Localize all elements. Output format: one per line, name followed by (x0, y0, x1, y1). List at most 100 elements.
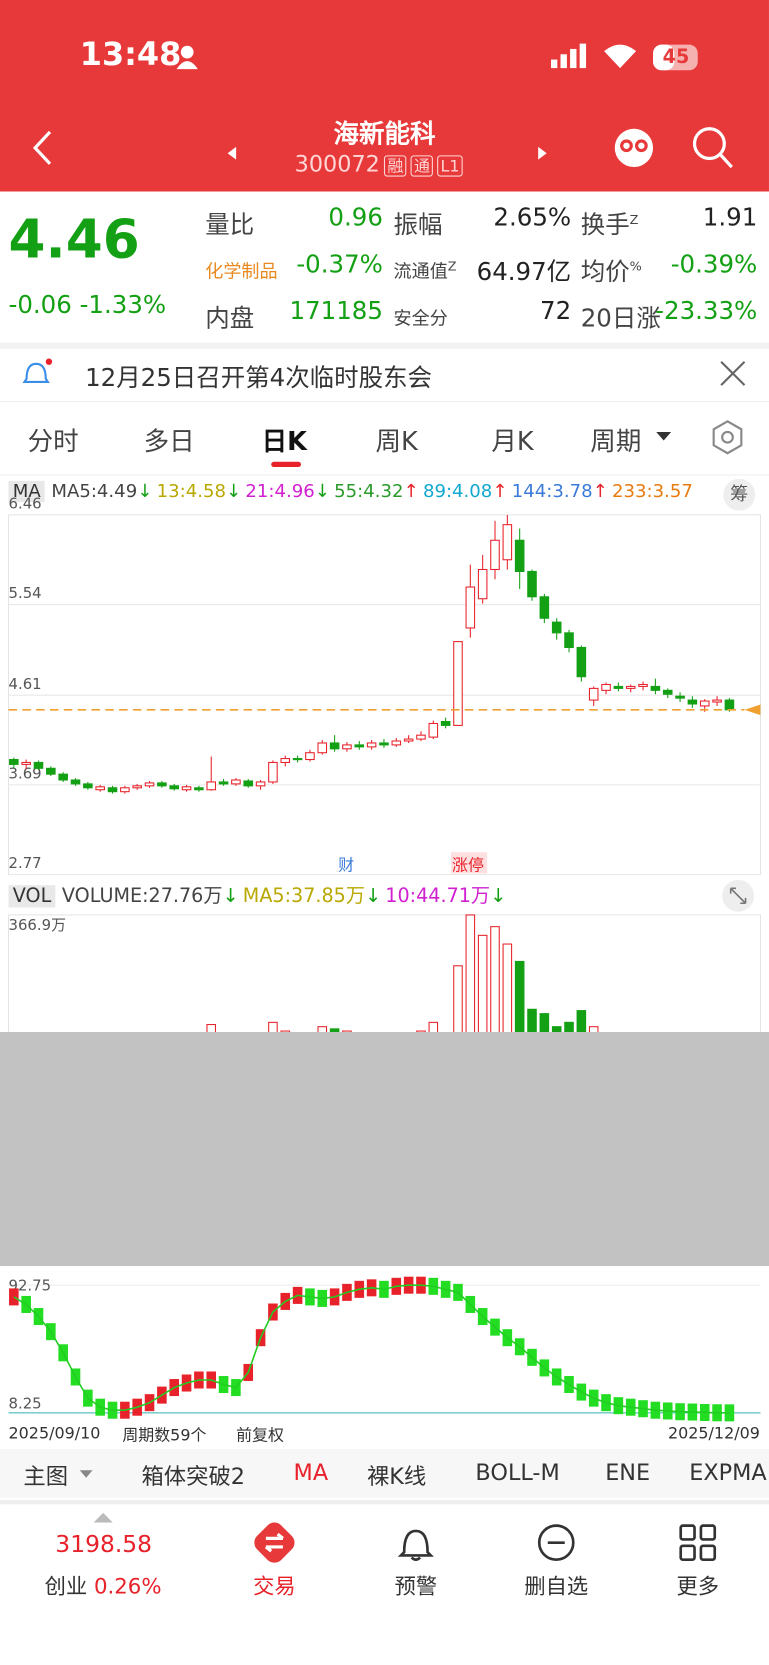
indicator-tab[interactable]: 裸K线 (366, 1463, 427, 1490)
nav-icon[interactable] (536, 1522, 576, 1562)
candle-body (601, 683, 611, 691)
vol-button[interactable]: VOL (8, 885, 56, 908)
candle-body (46, 767, 56, 775)
chip-button[interactable]: 筹 (723, 478, 756, 511)
indicator-tab[interactable]: BOLL-M (475, 1459, 560, 1486)
search-icon[interactable] (691, 126, 734, 171)
candle-body (564, 632, 574, 648)
stat-value: 0.96 (328, 204, 383, 232)
candle-body (132, 785, 142, 789)
nav-label[interactable]: 删自选 (524, 1573, 589, 1600)
stat-label-text: 流通值 (393, 261, 448, 283)
period-tab[interactable]: 周K (375, 426, 418, 457)
legend-value: 233:3.57 (612, 480, 693, 503)
notice[interactable]: 12月25日召开第4次临时股东会 (85, 364, 433, 393)
y-tick-label: 366.9万 (9, 916, 66, 934)
candle-body (292, 758, 303, 761)
candle-body (675, 695, 685, 699)
indicator-line (13, 1284, 730, 1414)
close-button[interactable] (719, 360, 747, 388)
legend-value: 10:44.71万 (385, 885, 491, 908)
stat-label: 量比 (205, 204, 254, 240)
y-tick-label: 2.77 (9, 854, 42, 872)
legend-arrow: ↑ (403, 480, 419, 503)
candle-body (354, 744, 365, 748)
candle-body (120, 787, 130, 793)
candle-body (477, 568, 488, 600)
index-value[interactable]: 3198.58 (55, 1532, 153, 1559)
candle-body (539, 596, 550, 619)
stat-sup: % (629, 258, 642, 274)
candle-body (342, 744, 352, 750)
stat-sup: Z (629, 212, 639, 227)
stat-value: -0.37% (296, 251, 383, 279)
divider (0, 1500, 769, 1505)
period-tab[interactable]: 日K (261, 426, 307, 457)
stat-label-text: 内盘 (205, 305, 255, 334)
change: -0.06 -1.33% (9, 292, 167, 320)
stat-label-text: 振幅 (393, 211, 443, 240)
time: 13:48 (79, 36, 182, 74)
assistant-icon[interactable] (613, 122, 656, 173)
indicator-tab[interactable]: 箱体突破2 (141, 1463, 246, 1490)
candle-body (70, 779, 81, 785)
candle-body (527, 570, 537, 598)
candle-body (712, 699, 722, 703)
end-date: 2025/12/09 (667, 1423, 760, 1443)
legend-arrow: ↓ (364, 885, 382, 908)
stat-value: -23.33% (655, 297, 758, 326)
tab-underline (271, 461, 301, 468)
stock-code-row: 300072 融通 L1 (295, 151, 463, 177)
candle-body (218, 781, 229, 785)
candle-body (243, 780, 254, 787)
divider (0, 342, 769, 349)
period-tab[interactable]: 分时 (27, 426, 79, 457)
legend-value: VOLUME:27.76万 (61, 885, 223, 908)
nav-icon[interactable] (678, 1522, 718, 1562)
legend-arrow: ↓ (490, 885, 507, 908)
adjust-mode: 前复权 (236, 1425, 284, 1445)
ma-button[interactable]: MA (8, 480, 45, 503)
divider (0, 401, 769, 403)
legend-arrow: ↓ (137, 480, 153, 503)
legend-value: 55:4.32 (334, 480, 404, 503)
indicator-tab[interactable]: MA (293, 1459, 329, 1486)
y-tick-label: 8.25 (9, 1395, 42, 1413)
period-tab[interactable]: 多日 (143, 426, 195, 457)
change-value: -0.06 (8, 291, 72, 320)
candle-body (650, 685, 661, 691)
candle-body (403, 738, 414, 742)
stat-label: 内盘 (205, 298, 254, 334)
candle-body (157, 782, 167, 787)
index-name[interactable]: 创业 0.26% (45, 1569, 162, 1600)
nav-label[interactable]: 预警 (394, 1573, 438, 1600)
settings-icon[interactable] (708, 418, 746, 456)
start-date: 2025/09/10 (8, 1423, 101, 1443)
price: 4.46 (8, 208, 140, 271)
candle-body (576, 646, 587, 678)
candle-body (21, 761, 31, 765)
period-tab[interactable]: 周期 (590, 426, 642, 457)
candle-body (33, 761, 44, 769)
nav-label[interactable]: 更多 (676, 1573, 719, 1600)
legend-arrow: ↑ (592, 480, 608, 503)
divider (0, 474, 769, 476)
user-icon (176, 45, 198, 70)
indicator-tab[interactable]: 主图 (23, 1463, 69, 1490)
indicator-tab[interactable]: EXPMA (689, 1459, 767, 1486)
nav-icon[interactable] (254, 1522, 295, 1563)
status-icons (550, 43, 698, 71)
badge: 融 (384, 155, 407, 177)
nav-label[interactable]: 交易 (253, 1573, 296, 1600)
indicator-tab[interactable]: ENE (605, 1459, 651, 1486)
candle-body (58, 773, 68, 781)
back-button[interactable] (32, 130, 53, 166)
stat-label-text: 20日涨 (580, 305, 661, 334)
stat-value: 1.91 (702, 204, 758, 232)
candle-body (613, 685, 624, 689)
nav-icon[interactable] (396, 1522, 436, 1562)
stat-label-text: 换手 (580, 211, 630, 240)
stat-sup: Z (447, 258, 457, 274)
period-tab[interactable]: 月K (491, 426, 534, 457)
